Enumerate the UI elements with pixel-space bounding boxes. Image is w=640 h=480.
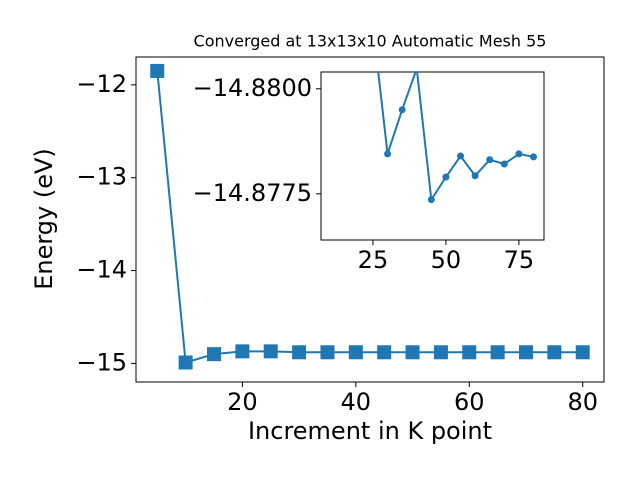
- y-tick-label: −14.8775: [193, 179, 312, 207]
- marker: [462, 345, 477, 360]
- y-tick-label: −12: [76, 70, 127, 98]
- marker: [519, 345, 533, 360]
- marker: [457, 152, 465, 160]
- marker: [433, 345, 448, 360]
- marker: [427, 196, 435, 204]
- plot-series: [150, 63, 590, 370]
- y-axis-label: Energy (eV): [30, 148, 58, 290]
- y-tick-label: −14.8800: [193, 74, 312, 102]
- x-tick-label: 20: [227, 388, 258, 416]
- plot-series: [369, 22, 537, 204]
- marker: [263, 344, 278, 359]
- marker: [320, 345, 335, 360]
- marker: [529, 153, 537, 161]
- x-axis-label: Increment in K point: [248, 417, 492, 445]
- marker: [490, 345, 505, 360]
- marker: [377, 345, 392, 360]
- y-tick-label: −13: [76, 163, 127, 191]
- marker: [235, 344, 250, 359]
- x-tick-label: 80: [567, 388, 598, 416]
- marker: [150, 63, 165, 78]
- line: [156, 70, 583, 364]
- marker: [547, 345, 562, 360]
- marker: [500, 160, 508, 168]
- marker: [348, 345, 363, 360]
- x-tick-label: 50: [431, 246, 462, 274]
- y-tick-label: −14: [76, 256, 127, 284]
- chart-title: Converged at 13x13x10 Automatic Mesh 55: [194, 32, 547, 51]
- marker: [207, 347, 221, 362]
- marker: [515, 150, 523, 158]
- marker: [442, 173, 450, 181]
- plot-area: [320, 71, 545, 241]
- x-tick-label: 60: [454, 388, 485, 416]
- marker: [398, 106, 406, 114]
- marker: [292, 345, 307, 360]
- x-tick-label: 75: [504, 246, 535, 274]
- marker: [384, 150, 392, 158]
- marker: [471, 172, 479, 180]
- marker: [486, 156, 494, 164]
- marker: [415, 72, 418, 73]
- x-tick-label: 40: [341, 388, 372, 416]
- marker: [405, 345, 420, 360]
- y-tick-label: −15: [76, 348, 127, 376]
- marker: [369, 22, 376, 29]
- marker: [178, 355, 193, 370]
- marker: [575, 345, 590, 360]
- x-tick-label: 25: [358, 246, 389, 274]
